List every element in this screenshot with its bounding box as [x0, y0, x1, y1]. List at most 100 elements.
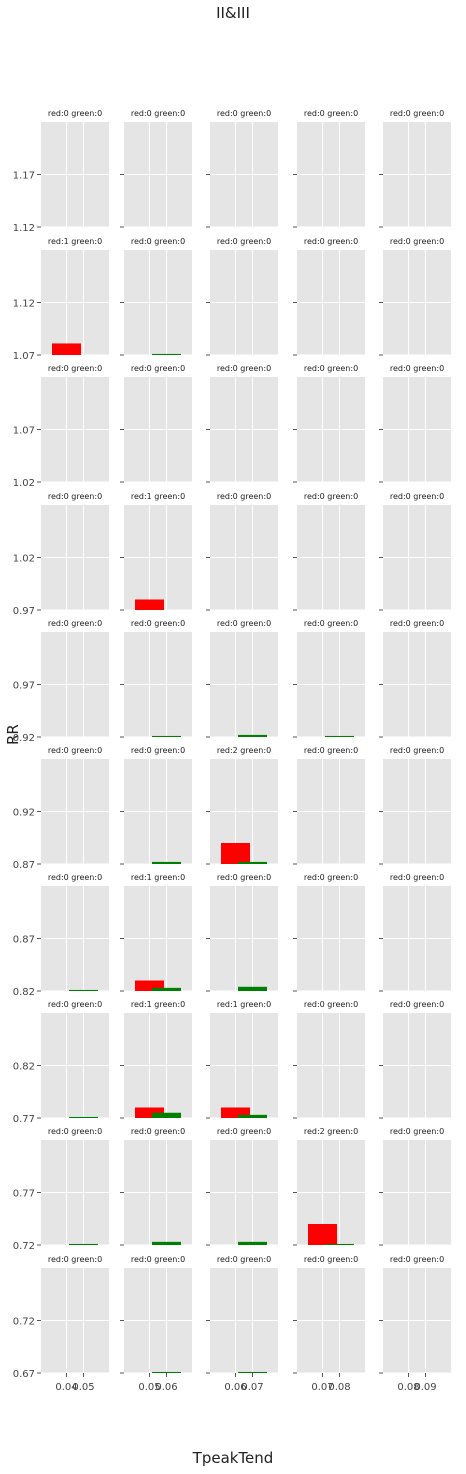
panel-title: red:0 green:0 — [217, 109, 271, 118]
y-tick-label: 0.87 — [13, 935, 35, 946]
y-tick-label: 0.67 — [13, 1369, 35, 1380]
y-tick-label: 0.97 — [13, 681, 35, 692]
panel-title: red:0 green:0 — [304, 1000, 358, 1009]
y-tick-label: 0.82 — [13, 987, 35, 998]
panel-title: red:0 green:0 — [304, 492, 358, 501]
panel-title: red:0 green:0 — [217, 364, 271, 373]
x-axis-label: TpeakTend — [192, 1449, 274, 1467]
panel-title: red:1 green:0 — [131, 873, 185, 882]
panel-title: red:1 green:0 — [131, 492, 185, 501]
panel-title: red:0 green:0 — [304, 109, 358, 118]
panel-title: red:0 green:0 — [304, 619, 358, 628]
green-bar — [325, 1243, 354, 1245]
y-tick-label: 0.77 — [13, 1114, 35, 1125]
panel-title: red:0 green:0 — [304, 364, 358, 373]
y-tick-label: 0.97 — [13, 606, 35, 617]
red-bar — [308, 1224, 337, 1245]
panel-title: red:0 green:0 — [131, 237, 185, 246]
y-tick-label: 1.07 — [13, 426, 35, 437]
panel-title: red:0 green:0 — [217, 1127, 271, 1136]
panel-title: red:0 green:0 — [131, 619, 185, 628]
panel-title: red:0 green:0 — [390, 619, 444, 628]
panel-title: red:0 green:0 — [131, 364, 185, 373]
green-bar — [69, 1116, 98, 1118]
panel-title: red:0 green:0 — [304, 873, 358, 882]
red-bar — [221, 843, 250, 864]
x-tick-label: 0.05 — [138, 1382, 160, 1393]
x-tick-label: 0.05 — [72, 1382, 94, 1393]
panel-title: red:0 green:0 — [48, 873, 102, 882]
panel-title: red:0 green:0 — [131, 746, 185, 755]
green-bar — [238, 1241, 267, 1245]
red-bar — [135, 980, 164, 991]
y-tick-label: 0.87 — [13, 860, 35, 871]
green-bar — [238, 1114, 267, 1118]
y-tick-label: 1.12 — [13, 299, 35, 310]
panel-title: red:0 green:0 — [390, 873, 444, 882]
y-tick-label: 1.17 — [13, 171, 35, 182]
panel-title: red:0 green:0 — [131, 1127, 185, 1136]
panel-title: red:0 green:0 — [390, 1000, 444, 1009]
green-bar — [152, 987, 181, 991]
green-bar — [238, 1371, 267, 1373]
y-tick-label: 0.92 — [13, 808, 35, 819]
panel-title: red:0 green:0 — [217, 237, 271, 246]
panel-title: red:0 green:0 — [131, 1255, 185, 1264]
figure-title: II&III — [216, 4, 250, 22]
panel-title: red:0 green:0 — [304, 237, 358, 246]
panel-title: red:0 green:0 — [217, 1255, 271, 1264]
green-bar — [238, 861, 267, 864]
x-tick-label: 0.06 — [224, 1382, 246, 1393]
green-bar — [152, 1371, 181, 1373]
panel-title: red:0 green:0 — [390, 109, 444, 118]
panel-title: red:0 green:0 — [48, 619, 102, 628]
x-tick-label: 0.04 — [55, 1382, 77, 1393]
green-bar — [69, 989, 98, 991]
panel-title: red:0 green:0 — [390, 1255, 444, 1264]
x-tick-label: 0.08 — [397, 1382, 419, 1393]
green-bar — [69, 1243, 98, 1245]
panel-title: red:0 green:0 — [304, 1255, 358, 1264]
x-tick-label: 0.08 — [328, 1382, 350, 1393]
panel-title: red:0 green:0 — [48, 364, 102, 373]
green-bar — [152, 861, 181, 864]
green-bar — [152, 1241, 181, 1245]
panel-title: red:1 green:0 — [131, 1000, 185, 1009]
red-bar — [135, 599, 164, 610]
y-tick-label: 0.82 — [13, 1062, 35, 1073]
panel-title: red:0 green:0 — [390, 492, 444, 501]
y-tick-label: 0.77 — [13, 1189, 35, 1200]
panel-title: red:0 green:0 — [48, 746, 102, 755]
y-tick-label: 0.72 — [13, 1317, 35, 1328]
x-tick-label: 0.06 — [155, 1382, 177, 1393]
green-bar — [238, 734, 267, 737]
y-tick-label: 1.12 — [13, 223, 35, 234]
panel-title: red:0 green:0 — [304, 746, 358, 755]
panel-title: red:0 green:0 — [48, 1127, 102, 1136]
panel-title: red:1 green:0 — [217, 1000, 271, 1009]
y-tick-label: 0.92 — [13, 733, 35, 744]
panel-title: red:0 green:0 — [390, 237, 444, 246]
green-bar — [152, 1112, 181, 1118]
panel-title: red:0 green:0 — [390, 364, 444, 373]
red-bar — [52, 343, 81, 355]
y-tick-label: 1.02 — [13, 554, 35, 565]
y-tick-label: 1.02 — [13, 478, 35, 489]
panel-title: red:0 green:0 — [390, 746, 444, 755]
panel-title: red:0 green:0 — [48, 492, 102, 501]
panel-title: red:0 green:0 — [390, 1127, 444, 1136]
panel-title: red:0 green:0 — [48, 1255, 102, 1264]
panel-title: red:0 green:0 — [131, 109, 185, 118]
green-bar — [152, 353, 181, 355]
panel-title: red:1 green:0 — [48, 237, 102, 246]
y-tick-label: 1.07 — [13, 351, 35, 362]
x-tick-label: 0.09 — [414, 1382, 436, 1393]
red-bar — [135, 1107, 164, 1118]
panel-title: red:0 green:0 — [48, 1000, 102, 1009]
panel-title: red:0 green:0 — [217, 873, 271, 882]
red-bar — [221, 1107, 250, 1118]
green-bar — [325, 735, 354, 737]
x-tick-label: 0.07 — [241, 1382, 263, 1393]
y-tick-label: 0.72 — [13, 1241, 35, 1252]
